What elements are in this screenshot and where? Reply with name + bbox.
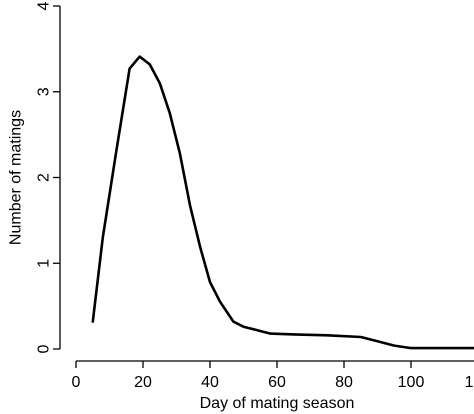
series-line: [91, 55, 474, 350]
x-tick-label: 40: [201, 374, 219, 391]
x-tick-label: 0: [72, 374, 81, 391]
y-ticks: 0 1 2 3 4: [36, 1, 60, 353]
x-tick-label: 120: [465, 374, 474, 391]
y-axis-label: Number of matings: [8, 110, 25, 245]
y-tick-label: 3: [36, 87, 53, 96]
x-tick-label: 60: [268, 374, 286, 391]
x-ticks: 0 20 40 60 80 100 120: [72, 361, 474, 391]
y-tick-label: 2: [36, 173, 53, 182]
x-axis-label: Day of mating season: [200, 395, 355, 412]
axes: [59, 6, 474, 362]
series-group: [91, 55, 474, 350]
y-tick-label: 4: [36, 1, 53, 10]
x-tick-label: 80: [335, 374, 353, 391]
y-tick-label: 1: [36, 259, 53, 268]
x-tick-label: 100: [398, 374, 425, 391]
y-tick-label: 0: [36, 344, 53, 353]
x-tick-label: 20: [134, 374, 152, 391]
